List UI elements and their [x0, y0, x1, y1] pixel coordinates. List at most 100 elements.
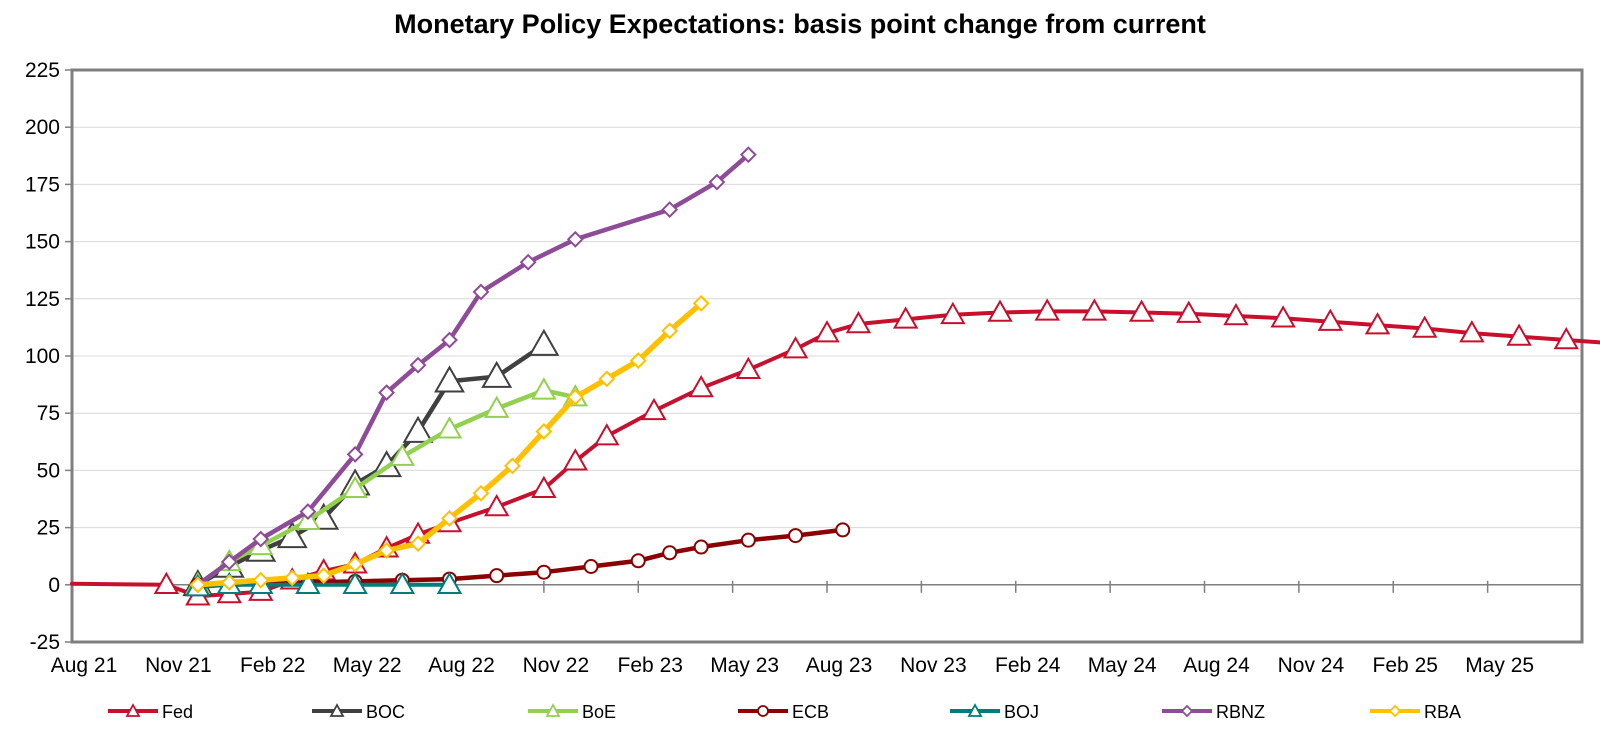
- data-point-rbnz: [739, 146, 757, 164]
- x-tick-label: Nov 24: [1278, 654, 1345, 677]
- y-tick-label: 150: [25, 231, 60, 254]
- legend-label: Fed: [162, 702, 193, 722]
- chart-title: Monetary Policy Expectations: basis poin…: [394, 9, 1206, 39]
- data-point-fed: [782, 336, 809, 359]
- data-point-fed: [1317, 308, 1344, 331]
- data-point-fed: [1176, 300, 1202, 323]
- data-point-rbnz: [409, 356, 427, 374]
- data-point-rba: [441, 510, 458, 527]
- y-tick-label: 0: [48, 574, 60, 597]
- legend-item-boe: BoE: [528, 702, 616, 722]
- series-line-boe: [195, 388, 578, 588]
- legend-marker-icon: [757, 705, 769, 717]
- legend-marker-icon: [329, 703, 345, 717]
- data-point-fed: [594, 423, 620, 446]
- data-point-boe: [483, 395, 510, 418]
- data-point-rbnz: [441, 331, 458, 349]
- data-point-rbnz: [472, 283, 490, 301]
- x-tick-label: Nov 21: [145, 654, 212, 677]
- y-tick-label: 175: [25, 173, 60, 196]
- data-point-boe: [342, 475, 368, 498]
- data-point-rbnz: [346, 445, 364, 463]
- axes: -25 0 25 50 75 100 125 150 175 200 225 Aug 21 Nov 21…: [25, 59, 1582, 677]
- data-point-boe: [436, 416, 463, 439]
- legend-marker-icon: [125, 703, 141, 717]
- data-point-fed: [531, 475, 557, 498]
- data-point-rba: [220, 574, 238, 591]
- x-tick-label: May 24: [1088, 654, 1157, 677]
- x-tick-label: May 25: [1465, 654, 1534, 677]
- y-tick-label: -25: [30, 631, 60, 654]
- data-point-fed: [153, 571, 180, 595]
- x-tick-label: Aug 21: [51, 654, 118, 677]
- data-point-fed: [1223, 302, 1249, 326]
- legend-marker-icon: [1180, 704, 1194, 718]
- data-point-fed: [1081, 298, 1108, 321]
- data-point-rbnz: [220, 553, 238, 571]
- legend-label: BOC: [366, 702, 405, 722]
- data-point-rba: [472, 484, 490, 502]
- legend-item-fed: Fed: [108, 702, 193, 722]
- x-tick-label: May 22: [333, 654, 402, 677]
- data-point-fed: [1364, 312, 1391, 335]
- data-point-ecb: [630, 553, 646, 569]
- y-tick-label: 200: [25, 116, 60, 139]
- series-rbnz: [189, 146, 757, 594]
- x-tick-label: May 23: [710, 654, 779, 677]
- data-point-rba: [315, 567, 333, 585]
- x-tick-label: Aug 22: [428, 654, 495, 677]
- legend-marker-icon: [967, 703, 983, 717]
- x-tick-label: Feb 22: [240, 654, 305, 677]
- series-group: [70, 146, 1600, 606]
- data-point-boj: [342, 571, 368, 595]
- legend-item-rba: RBA: [1370, 702, 1461, 722]
- data-point-boj: [436, 571, 463, 595]
- data-point-rba: [504, 457, 521, 475]
- data-point-fed: [735, 356, 762, 379]
- data-point-rbnz: [708, 173, 726, 191]
- data-point-boc: [402, 415, 434, 443]
- data-point-boc: [481, 360, 513, 388]
- y-tick-label: 25: [37, 517, 60, 540]
- x-tick-label: Nov 22: [523, 654, 590, 677]
- y-tick-label: 125: [25, 288, 60, 311]
- data-point-fed: [845, 310, 872, 334]
- data-point-fed: [1411, 315, 1438, 338]
- legend-item-ecb: ECB: [738, 702, 829, 722]
- data-point-rba: [378, 542, 395, 559]
- data-point-fed: [892, 306, 919, 329]
- data-point-ecb: [693, 539, 709, 555]
- data-point-boc: [528, 328, 560, 356]
- data-point-boj: [389, 571, 416, 595]
- data-point-rba: [535, 423, 553, 440]
- data-point-rba: [189, 576, 207, 594]
- data-point-rba: [409, 535, 427, 553]
- data-point-ecb: [835, 522, 851, 538]
- data-point-rba: [629, 352, 647, 369]
- data-point-rba: [661, 322, 679, 340]
- series-rba: [189, 294, 710, 594]
- legend: Fed BOC BoE ECB BOJ RBNZ RBA: [108, 702, 1461, 722]
- data-point-rba: [283, 569, 301, 587]
- data-point-ecb: [583, 558, 599, 574]
- series-line-rbnz: [195, 152, 751, 588]
- legend-label: RBA: [1424, 702, 1461, 722]
- data-point-rbnz: [299, 503, 317, 520]
- data-point-fed: [688, 375, 714, 398]
- data-point-boc: [434, 365, 465, 393]
- x-tick-label: Feb 23: [618, 654, 683, 677]
- x-tick-label: Aug 23: [806, 654, 873, 677]
- y-tick-label: 100: [25, 345, 60, 368]
- data-point-fed: [1506, 323, 1532, 346]
- data-point-rba: [346, 555, 364, 573]
- data-point-fed: [641, 397, 667, 421]
- legend-label: BOJ: [1004, 702, 1039, 722]
- data-point-rba: [566, 388, 584, 406]
- legend-marker-icon: [545, 703, 561, 717]
- x-tick-label: Nov 23: [900, 654, 967, 677]
- legend-label: RBNZ: [1216, 702, 1265, 722]
- y-tick-label: 225: [25, 59, 60, 82]
- series-fed: [70, 298, 1600, 606]
- data-point-fed: [483, 493, 510, 517]
